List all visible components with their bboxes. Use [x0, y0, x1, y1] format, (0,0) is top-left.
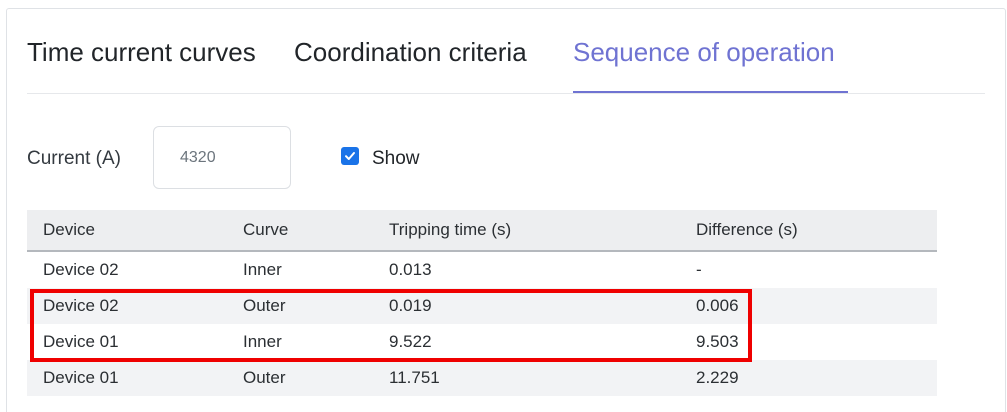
tab-sequence-of-operation[interactable]: Sequence of operation	[573, 37, 835, 67]
sequence-table: Device Curve Tripping time (s) Differenc…	[27, 210, 937, 396]
cell-device: Device 01	[43, 332, 119, 351]
cell-difference: 0.006	[696, 288, 937, 324]
current-input[interactable]	[153, 126, 291, 189]
cell-curve: Inner	[243, 260, 282, 279]
table-row: Device 02 Outer 0.019 0.006	[27, 288, 937, 324]
header-curve: Curve	[243, 210, 389, 252]
show-label: Show	[372, 148, 420, 169]
table-row: Device 01 Outer 11.751 2.229	[27, 360, 937, 396]
cell-tripping-time: 0.013	[389, 260, 432, 279]
cell-curve: Outer	[243, 360, 389, 396]
table-row: Device 02 Inner 0.013 -	[27, 251, 937, 288]
header-difference: Difference (s)	[696, 210, 937, 252]
show-checkbox[interactable]	[341, 147, 359, 165]
current-label: Current (A)	[27, 148, 121, 169]
cell-difference: 9.503	[696, 332, 739, 351]
header-device: Device	[27, 210, 243, 252]
check-icon	[345, 152, 355, 160]
cell-device: Device 02	[27, 288, 243, 324]
cell-difference: -	[696, 260, 702, 279]
active-tab-indicator	[573, 91, 848, 93]
tab-time-current-curves[interactable]: Time current curves	[27, 37, 256, 67]
cell-curve: Inner	[243, 332, 282, 351]
cell-curve: Outer	[243, 288, 389, 324]
tab-bar: Time current curves Coordination criteri…	[27, 35, 985, 94]
cell-device: Device 01	[27, 360, 243, 396]
table-header-row: Device Curve Tripping time (s) Differenc…	[27, 210, 937, 252]
header-tripping-time: Tripping time (s)	[389, 210, 696, 252]
cell-tripping-time: 0.019	[389, 288, 696, 324]
cell-difference: 2.229	[696, 360, 937, 396]
table-row: Device 01 Inner 9.522 9.503	[27, 324, 937, 360]
cell-tripping-time: 11.751	[389, 360, 696, 396]
cell-tripping-time: 9.522	[389, 332, 432, 351]
sequence-panel: Time current curves Coordination criteri…	[6, 8, 1006, 412]
tab-coordination-criteria[interactable]: Coordination criteria	[294, 37, 527, 67]
cell-device: Device 02	[43, 260, 119, 279]
